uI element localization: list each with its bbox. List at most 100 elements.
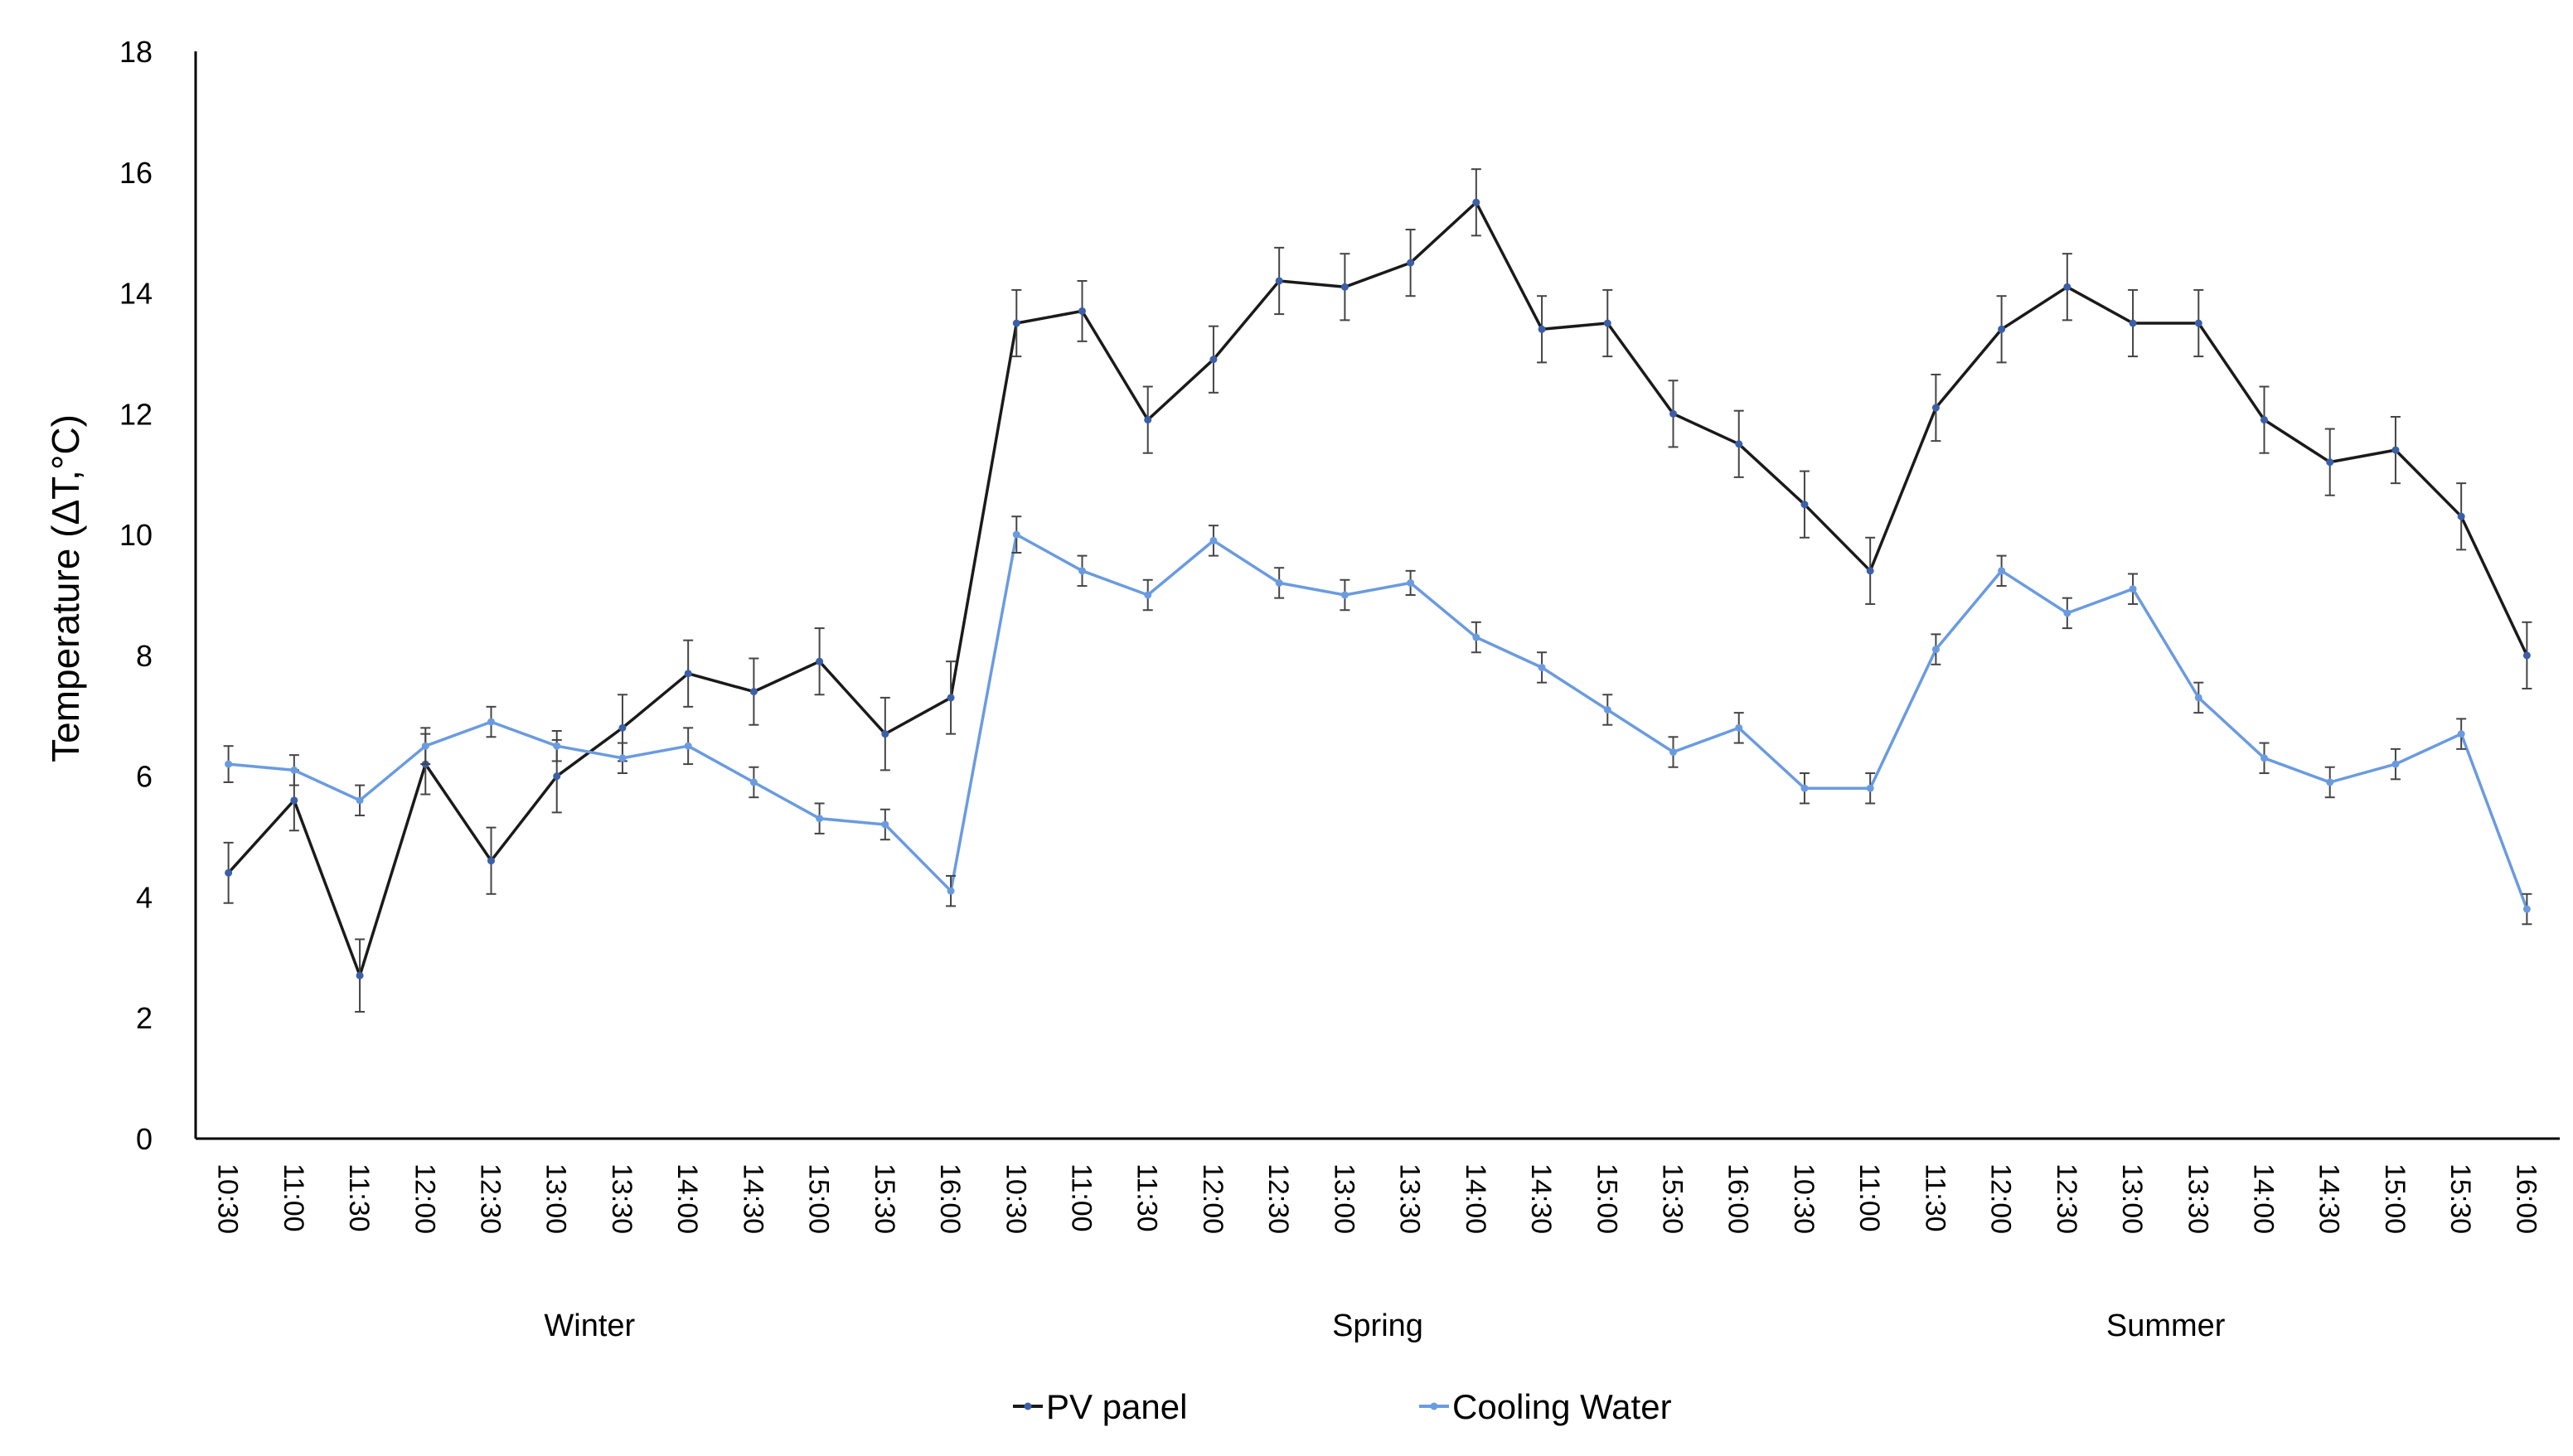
data-point (1012, 530, 1020, 539)
series-line (228, 533, 2529, 910)
legend-marker (1024, 1402, 1032, 1410)
data-point (1275, 277, 1283, 285)
y-tick-label: 18 (119, 35, 153, 69)
data-point (749, 778, 758, 786)
data-point (684, 742, 692, 750)
data-point (1603, 705, 1611, 713)
y-tick-label: 14 (119, 277, 153, 311)
data-point (1209, 536, 1218, 544)
data-point (2129, 319, 2137, 327)
data-point (2063, 609, 2071, 617)
x-tick-label: 12:00 (1985, 1163, 2017, 1234)
data-point (1538, 325, 1546, 333)
x-tick-label: 16:00 (1723, 1163, 1754, 1234)
data-point (618, 723, 627, 732)
data-point (1603, 319, 1611, 327)
x-tick-labels: 10:30 11:00 11:30 12:00 12:30 13:00 13:30 14:00… (212, 1163, 2542, 1234)
data-point (2457, 512, 2465, 520)
x-tick-label: 10:30 (1000, 1163, 1031, 1234)
data-point (1407, 578, 1415, 587)
y-tick-label: 16 (119, 156, 153, 190)
data-point (816, 815, 824, 823)
y-tick-label: 10 (119, 518, 153, 552)
y-tick-label: 2 (136, 1001, 153, 1035)
x-tick-label: 14:30 (2314, 1163, 2345, 1234)
data-point (947, 694, 955, 702)
x-tick-label: 12:00 (409, 1163, 440, 1234)
data-point (1866, 567, 1874, 575)
y-tick-label: 0 (136, 1122, 153, 1156)
x-tick-label: 14:00 (1460, 1163, 1491, 1234)
x-tick-label: 10:30 (1788, 1163, 1820, 1234)
data-point (1931, 404, 1940, 412)
data-point (225, 868, 233, 877)
y-tick-label: 4 (136, 880, 153, 914)
x-tick-label: 11:00 (278, 1163, 309, 1232)
legend-marker (1430, 1402, 1438, 1410)
season-label: Summer (2106, 1308, 2226, 1343)
x-tick-label: 12:30 (475, 1163, 506, 1234)
x-tick-label: 14:30 (737, 1163, 768, 1234)
data-point (2129, 585, 2137, 593)
data-point (881, 820, 889, 829)
x-tick-label: 15:00 (2379, 1163, 2411, 1234)
data-point (2457, 730, 2465, 738)
x-tick-label: 13:30 (2182, 1163, 2213, 1234)
x-tick-label: 15:30 (869, 1163, 900, 1234)
data-point (2260, 754, 2268, 762)
y-tick-labels: 0 2 4 6 8 10 12 14 16 18 (119, 35, 153, 1156)
axes (194, 51, 2560, 1140)
y-axis-label: Temperature (ΔT,°C) (44, 414, 87, 762)
x-tick-label: 14:30 (1525, 1163, 1557, 1234)
x-tick-label: 12:30 (1262, 1163, 1294, 1234)
x-tick-label: 15:00 (803, 1163, 835, 1234)
data-point (487, 718, 495, 726)
data-point (1078, 567, 1086, 575)
data-point (1998, 567, 2006, 575)
data-point (1866, 784, 1874, 792)
data-point (1340, 591, 1349, 599)
data-point (2194, 694, 2202, 702)
data-point (749, 688, 758, 696)
data-point (1340, 283, 1349, 291)
data-point (290, 766, 298, 774)
data-point (1800, 784, 1809, 792)
data-point (421, 742, 429, 750)
data-point (290, 796, 298, 805)
data-point (1472, 198, 1480, 206)
x-tick-label: 12:30 (2051, 1163, 2082, 1234)
data-point (2522, 905, 2531, 913)
data-point (225, 760, 233, 768)
data-point (1669, 748, 1677, 757)
data-point (618, 754, 627, 762)
data-point (816, 657, 824, 665)
data-point (487, 857, 495, 865)
y-tick-label: 8 (136, 639, 153, 673)
legend: PV panel Cooling Water (1013, 1387, 1672, 1426)
series-0 (223, 168, 2532, 1013)
data-point (1472, 633, 1480, 641)
season-labels: Winter Spring Summer (544, 1308, 2225, 1343)
data-point (1735, 723, 1743, 732)
series-layer (223, 168, 2532, 1013)
x-tick-label: 11:00 (1066, 1163, 1098, 1232)
season-label: Winter (544, 1308, 635, 1343)
data-point (1931, 646, 1940, 654)
data-point (2391, 760, 2400, 768)
series-1 (223, 515, 2532, 926)
data-point (356, 796, 364, 805)
data-point (1407, 259, 1415, 267)
x-tick-label: 11:30 (1919, 1163, 1950, 1232)
data-point (1735, 440, 1743, 448)
data-point (684, 670, 692, 678)
legend-label: PV panel (1046, 1387, 1187, 1426)
data-point (1538, 663, 1546, 671)
x-tick-label: 15:00 (1591, 1163, 1622, 1234)
x-tick-label: 13:00 (2116, 1163, 2148, 1234)
data-point (2063, 283, 2071, 291)
x-tick-label: 14:00 (671, 1163, 703, 1234)
series-line (227, 201, 2528, 977)
x-tick-label: 11:30 (343, 1163, 375, 1232)
x-tick-label: 13:30 (606, 1163, 637, 1234)
